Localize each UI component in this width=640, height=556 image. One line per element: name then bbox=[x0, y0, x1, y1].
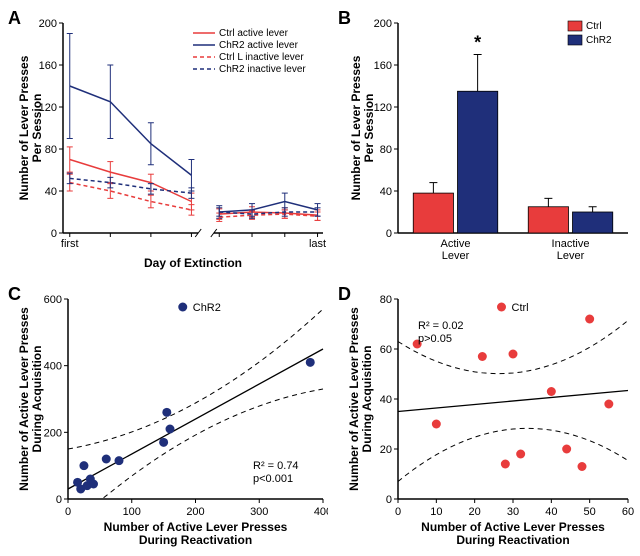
svg-text:120: 120 bbox=[374, 102, 392, 114]
svg-text:R² = 0.02: R² = 0.02 bbox=[418, 320, 464, 332]
svg-text:ActiveLever: ActiveLever bbox=[441, 238, 471, 262]
panel-b-label: B bbox=[338, 8, 351, 29]
svg-text:Number of Lever PressesPer Ses: Number of Lever PressesPer Session bbox=[349, 55, 376, 200]
svg-text:Ctrl L inactive lever: Ctrl L inactive lever bbox=[219, 52, 304, 63]
panel-c: C 0 100 200 300 400 0 200 400 600 ChR2 R² = 0.74p<… bbox=[8, 284, 328, 554]
svg-text:100: 100 bbox=[123, 506, 141, 518]
svg-text:40: 40 bbox=[545, 506, 557, 518]
svg-text:Number of Lever PressesPer Ses: Number of Lever PressesPer Session bbox=[17, 55, 44, 200]
svg-text:0: 0 bbox=[56, 494, 62, 506]
svg-text:160: 160 bbox=[39, 60, 57, 72]
svg-text:40: 40 bbox=[380, 394, 392, 406]
panel-d: D 0 10 20 30 40 50 60 0 20 40 60 80 Ctrl R² = 0.02p>0… bbox=[338, 284, 638, 554]
svg-text:0: 0 bbox=[51, 228, 57, 240]
svg-text:80: 80 bbox=[380, 144, 392, 156]
svg-text:0: 0 bbox=[386, 228, 392, 240]
panel-b: B 0 40 80 120 160 200 * ActiveLever InactiveLeve… bbox=[338, 8, 638, 278]
panel-c-chart: 0 100 200 300 400 0 200 400 600 ChR2 R² = 0.74p<0.… bbox=[8, 284, 328, 554]
svg-text:200: 200 bbox=[374, 18, 392, 30]
panel-a: A 04080120160200firstlastNumber of Lever… bbox=[8, 8, 328, 278]
svg-text:last: last bbox=[309, 238, 326, 250]
svg-text:80: 80 bbox=[45, 144, 57, 156]
svg-text:30: 30 bbox=[507, 506, 519, 518]
svg-text:200: 200 bbox=[39, 18, 57, 30]
svg-text:ChR2: ChR2 bbox=[586, 35, 612, 46]
svg-text:60: 60 bbox=[622, 506, 634, 518]
svg-text:Ctrl: Ctrl bbox=[586, 21, 602, 32]
panel-a-label: A bbox=[8, 8, 21, 29]
svg-text:R² = 0.74: R² = 0.74 bbox=[253, 460, 299, 472]
svg-text:Number of Active Lever Presses: Number of Active Lever PressesDuring Acq… bbox=[17, 307, 44, 491]
svg-text:10: 10 bbox=[430, 506, 442, 518]
svg-text:400: 400 bbox=[44, 361, 62, 373]
svg-text:Number of Active Lever Presses: Number of Active Lever PressesDuring Rea… bbox=[104, 520, 288, 547]
svg-text:*: * bbox=[474, 33, 481, 53]
svg-text:600: 600 bbox=[44, 294, 62, 306]
svg-text:Number of Active Lever Presses: Number of Active Lever PressesDuring Acq… bbox=[347, 307, 374, 491]
svg-text:0: 0 bbox=[395, 506, 401, 518]
svg-text:60: 60 bbox=[380, 344, 392, 356]
panel-b-chart: 0 40 80 120 160 200 * ActiveLever InactiveLever N… bbox=[338, 8, 638, 278]
svg-text:Ctrl active lever: Ctrl active lever bbox=[219, 28, 289, 39]
svg-text:Day of Extinction: Day of Extinction bbox=[144, 256, 242, 270]
svg-text:200: 200 bbox=[186, 506, 204, 518]
svg-text:40: 40 bbox=[380, 186, 392, 198]
svg-text:400: 400 bbox=[314, 506, 328, 518]
panel-c-label: C bbox=[8, 284, 21, 305]
svg-text:first: first bbox=[61, 238, 79, 250]
svg-text:50: 50 bbox=[584, 506, 596, 518]
svg-text:InactiveLever: InactiveLever bbox=[552, 238, 590, 262]
svg-text:p>0.05: p>0.05 bbox=[418, 333, 452, 345]
panel-a-chart: 04080120160200firstlastNumber of Lever P… bbox=[8, 8, 328, 278]
svg-text:p<0.001: p<0.001 bbox=[253, 473, 293, 485]
svg-text:0: 0 bbox=[386, 494, 392, 506]
svg-text:20: 20 bbox=[469, 506, 481, 518]
svg-text:Number of Active Lever Presses: Number of Active Lever PressesDuring Rea… bbox=[421, 520, 605, 547]
svg-text:ChR2 active lever: ChR2 active lever bbox=[219, 40, 299, 51]
panel-d-chart: 0 10 20 30 40 50 60 0 20 40 60 80 Ctrl R² = 0.02p>0.0… bbox=[338, 284, 638, 554]
svg-text:200: 200 bbox=[44, 427, 62, 439]
svg-text:ChR2 inactive lever: ChR2 inactive lever bbox=[219, 64, 306, 75]
svg-text:80: 80 bbox=[380, 294, 392, 306]
svg-text:Ctrl: Ctrl bbox=[512, 302, 529, 314]
svg-text:20: 20 bbox=[380, 444, 392, 456]
svg-text:160: 160 bbox=[374, 60, 392, 72]
svg-text:0: 0 bbox=[65, 506, 71, 518]
svg-text:ChR2: ChR2 bbox=[193, 302, 221, 314]
panel-d-label: D bbox=[338, 284, 351, 305]
svg-text:300: 300 bbox=[250, 506, 268, 518]
svg-text:40: 40 bbox=[45, 186, 57, 198]
